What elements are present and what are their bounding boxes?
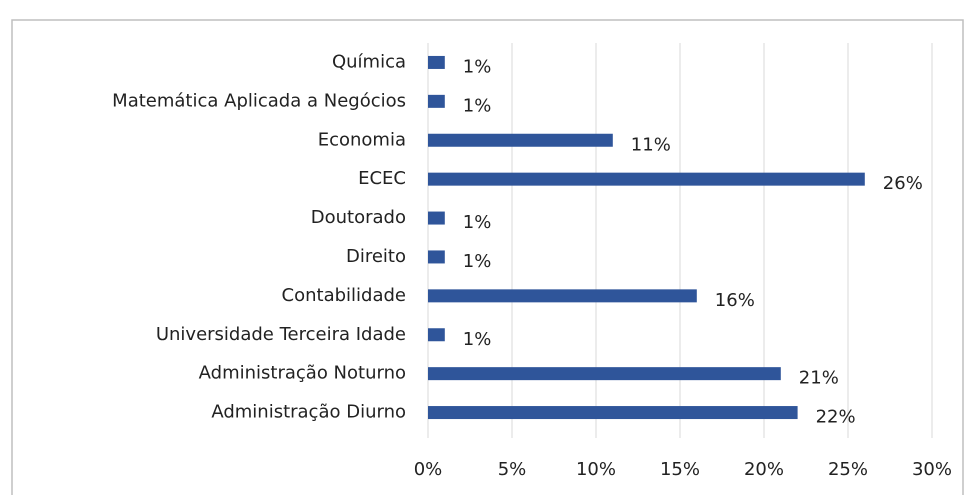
y-tick-label: Química — [332, 51, 406, 72]
bar — [428, 211, 445, 225]
x-tick-label: 5% — [498, 459, 527, 480]
data-label: 16% — [715, 290, 755, 311]
bar — [428, 250, 445, 264]
y-tick-label: Universidade Terceira Idade — [156, 324, 406, 345]
data-label: 1% — [463, 251, 492, 272]
y-tick-label: Administração Diurno — [211, 402, 406, 423]
y-tick-label: Economia — [318, 129, 406, 150]
bar — [428, 328, 445, 342]
data-label: 1% — [463, 329, 492, 350]
data-label: 21% — [799, 368, 839, 389]
bar — [428, 94, 445, 108]
y-tick-label: ECEC — [358, 168, 406, 189]
y-tick-label: Administração Noturno — [199, 363, 406, 384]
bar — [428, 367, 781, 381]
data-label: 11% — [631, 134, 671, 155]
x-tick-label: 30% — [912, 459, 952, 480]
data-label: 1% — [463, 56, 492, 77]
bar — [428, 406, 798, 420]
data-label: 1% — [463, 95, 492, 116]
x-tick-label: 20% — [744, 459, 784, 480]
x-tick-label: 0% — [414, 459, 443, 480]
bar — [428, 289, 697, 303]
data-label: 26% — [883, 173, 923, 194]
data-label: 1% — [463, 212, 492, 233]
y-tick-label: Doutorado — [311, 207, 406, 228]
y-tick-label: Matemática Aplicada a Negócios — [112, 90, 406, 111]
bar — [428, 55, 445, 69]
y-tick-label: Direito — [346, 246, 406, 267]
y-tick-label: Contabilidade — [282, 285, 406, 306]
data-label: 22% — [816, 407, 856, 428]
bar — [428, 172, 865, 186]
bar — [428, 133, 613, 147]
x-tick-label: 25% — [828, 459, 868, 480]
x-tick-label: 10% — [576, 459, 616, 480]
x-tick-label: 15% — [660, 459, 700, 480]
